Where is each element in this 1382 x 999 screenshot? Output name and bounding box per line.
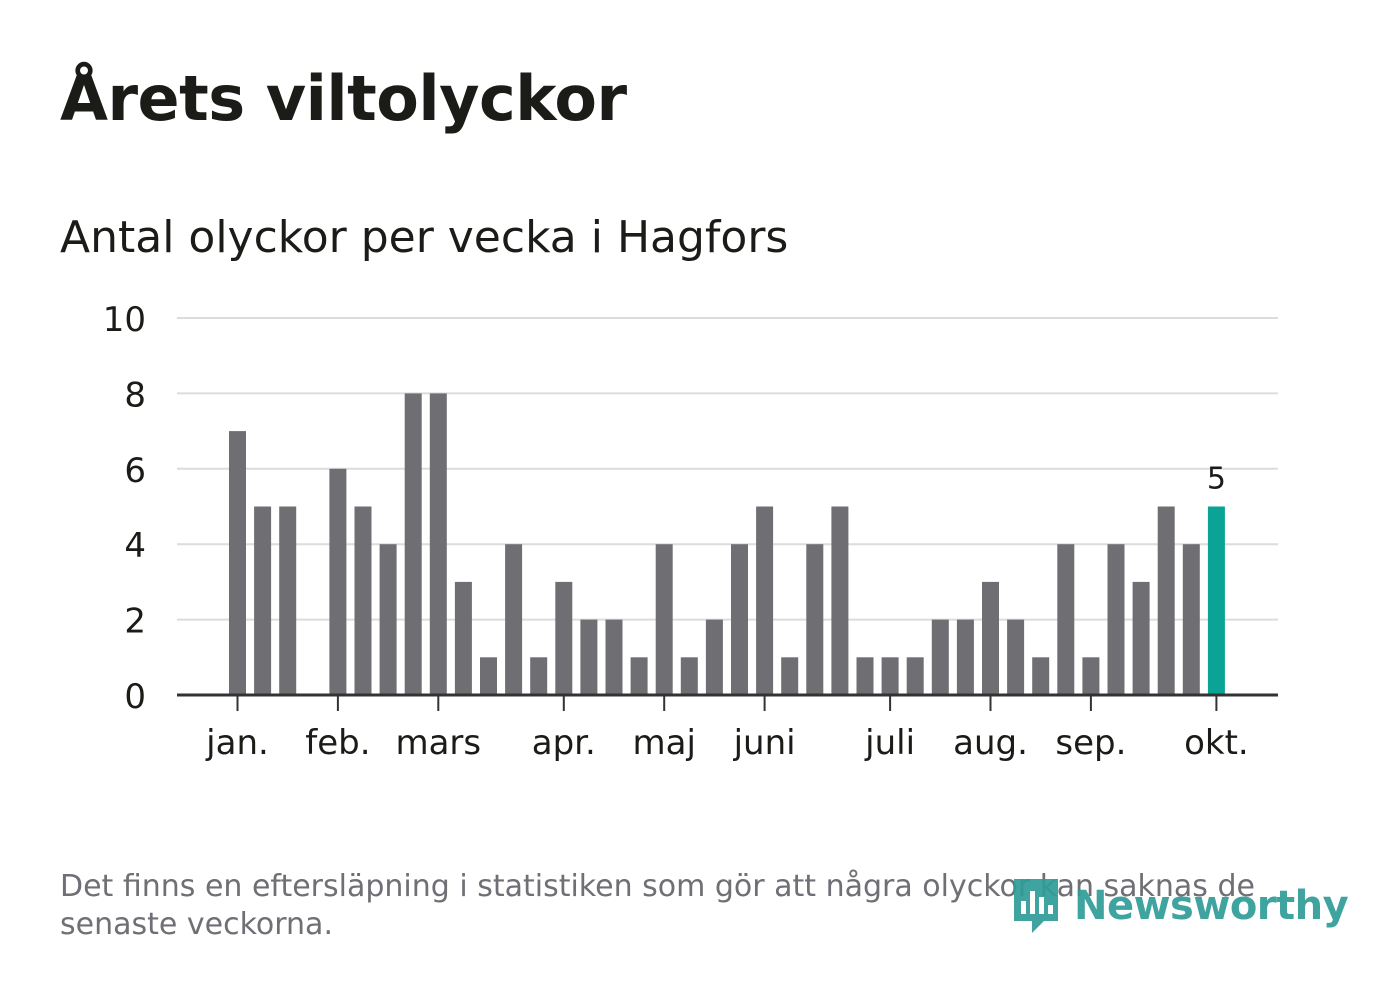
bar: [379, 544, 397, 695]
bar: [756, 506, 774, 695]
newsworthy-logo[interactable]: Newsworthy: [1010, 870, 1349, 942]
y-tick-label: 6: [124, 451, 146, 491]
bar: [1132, 581, 1150, 695]
bar: [680, 657, 698, 695]
bar: [906, 657, 924, 695]
bar: [505, 544, 523, 695]
bar: [630, 657, 648, 695]
bar: [279, 506, 297, 695]
bar: [705, 619, 723, 695]
chart-subtitle: Antal olyckor per vecka i Hagfors: [60, 212, 789, 263]
bar: [229, 431, 246, 695]
bar: [404, 393, 422, 695]
x-tick-label: apr.: [532, 723, 596, 763]
bar-chart-speech-bubble-icon: [1014, 879, 1058, 933]
y-tick-label: 8: [124, 375, 146, 415]
bar: [329, 468, 347, 695]
y-axis-ticks: 0 2 4 6 8 10: [103, 300, 146, 717]
bar: [1082, 657, 1100, 695]
bar: [806, 544, 824, 695]
bar: [1157, 506, 1175, 695]
bar: [1007, 619, 1025, 695]
bar: [931, 619, 949, 695]
bar: [1182, 544, 1200, 695]
data-label-highlight: 5: [1207, 462, 1226, 497]
bar: [429, 393, 447, 695]
x-tick-label: okt.: [1184, 723, 1249, 763]
bar-highlight: [1207, 506, 1225, 695]
bar: [580, 619, 598, 695]
x-tick-label: maj: [632, 723, 695, 763]
y-tick-label: 0: [124, 677, 146, 717]
bar: [781, 657, 799, 695]
bars: [229, 393, 1225, 695]
bar: [1057, 544, 1075, 695]
x-tick-label: feb.: [305, 723, 370, 763]
bar: [956, 619, 974, 695]
bar: [982, 581, 999, 695]
x-axis-ticks: jan. feb. mars apr. maj juni juli aug. sep. okt.: [205, 695, 1249, 763]
bar: [831, 506, 849, 695]
chart-title: Årets viltolyckor: [60, 62, 627, 135]
y-tick-label: 10: [103, 300, 146, 340]
bar: [856, 657, 874, 695]
bar-chart: 0 2 4 6 8 10 jan. feb. mars apr. maj juni juli aug. s…: [103, 300, 1278, 763]
bar: [1107, 544, 1125, 695]
x-tick-label: sep.: [1055, 723, 1126, 763]
bar: [480, 657, 497, 695]
bar: [555, 581, 573, 695]
bar: [254, 506, 272, 695]
bar: [354, 506, 372, 695]
x-tick-label: aug.: [953, 723, 1028, 763]
x-tick-label: juni: [733, 723, 796, 763]
data-labels: 5: [1207, 462, 1226, 497]
x-tick-label: jan.: [205, 723, 269, 763]
x-tick-label: mars: [395, 723, 481, 763]
y-tick-label: 2: [124, 602, 146, 642]
bar: [881, 657, 899, 695]
y-tick-label: 4: [124, 526, 146, 566]
bar: [605, 619, 623, 695]
bar: [454, 581, 472, 695]
x-tick-label: juli: [864, 723, 915, 763]
bar: [1032, 657, 1050, 695]
bar: [655, 544, 673, 695]
brand-name: Newsworthy: [1074, 883, 1349, 929]
bar: [731, 544, 748, 695]
bar: [530, 657, 548, 695]
